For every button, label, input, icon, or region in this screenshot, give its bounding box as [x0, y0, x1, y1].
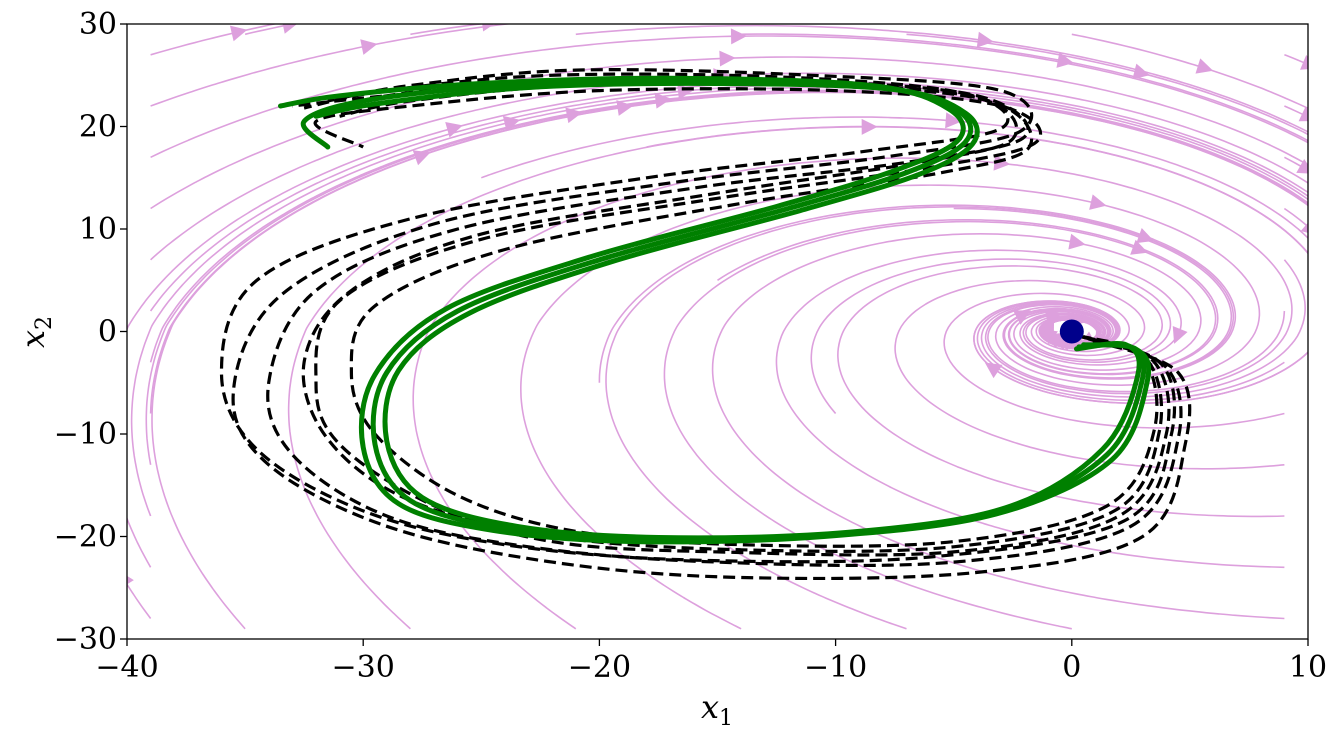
x-tick-label: 10 — [1289, 650, 1327, 685]
streamline-arrow — [654, 92, 672, 109]
streamline-arrow — [229, 25, 248, 42]
streamline-arrow — [719, 50, 736, 67]
x-tick-label: −20 — [568, 650, 631, 685]
x-tick-label: 0 — [1062, 650, 1081, 685]
streamline-arrow — [1132, 63, 1150, 80]
dashed-trajectory-1 — [313, 87, 1171, 557]
x-axis-label-sub: 1 — [719, 706, 733, 731]
streamline-arrow — [1195, 58, 1214, 74]
streamline-arrow — [976, 31, 994, 48]
streamline-arrow — [1300, 54, 1308, 70]
dashed-trajectory-4 — [231, 68, 1192, 581]
equilibrium-marker — [1059, 319, 1084, 344]
y-axis-ticks: −30 −20 −10 0 10 20 30 — [54, 7, 127, 657]
y-tick-label: 0 — [98, 315, 117, 350]
streamline — [481, 116, 1308, 240]
x-axis-label: x1 — [701, 688, 733, 731]
streamline-arrow — [993, 154, 1011, 171]
y-tick-label: 20 — [79, 110, 117, 145]
y-tick-label: −20 — [54, 520, 117, 555]
streamline-arrow — [945, 112, 962, 129]
streamline-arrow — [1172, 325, 1188, 344]
streamline-arrow — [1300, 222, 1308, 233]
streamline-arrow — [282, 24, 298, 34]
equilibrium-layer — [1059, 319, 1084, 344]
streamline-arrow — [1056, 52, 1074, 68]
y-axis-label-sub: 2 — [32, 316, 57, 330]
x-axis-label-main: x — [701, 688, 719, 726]
streamline-field — [127, 24, 1308, 630]
y-axis-label: x2 — [14, 316, 57, 348]
solid-trajectory-3 — [313, 80, 1142, 541]
y-tick-label: 30 — [79, 7, 117, 42]
streamline-arrow — [360, 39, 378, 55]
streamline — [149, 89, 1308, 363]
streamline — [127, 582, 152, 619]
y-tick-label: 10 — [79, 212, 117, 247]
streamline-arrow — [412, 150, 431, 166]
y-tick-label: −30 — [54, 622, 117, 657]
streamline-arrow — [127, 575, 134, 585]
y-axis-label-main: x — [14, 330, 52, 348]
dashed-trajectory-5 — [219, 72, 1177, 564]
x-axis-ticks: −40 −30 −20 −10 0 10 — [95, 639, 1327, 685]
streamline-arrow — [482, 24, 495, 32]
y-tick-label: −10 — [54, 417, 117, 452]
solid-trajectories — [278, 75, 1152, 545]
x-tick-label: −10 — [804, 650, 867, 685]
streamline — [410, 24, 486, 36]
streamline-arrow — [1298, 106, 1308, 122]
x-tick-label: −30 — [332, 650, 395, 685]
streamline-arrow — [1296, 158, 1308, 174]
dashed-trajectory-3 — [339, 81, 1159, 548]
streamline — [575, 24, 1308, 133]
streamline-arrow — [730, 28, 748, 45]
solid-trajectory-2 — [278, 75, 1152, 545]
streamline-arrow — [984, 362, 1003, 379]
streamline-arrow — [616, 100, 634, 116]
streamline-arrow — [1089, 194, 1107, 210]
x-tick-label: −40 — [95, 650, 158, 685]
streamline-arrow — [1068, 233, 1086, 250]
